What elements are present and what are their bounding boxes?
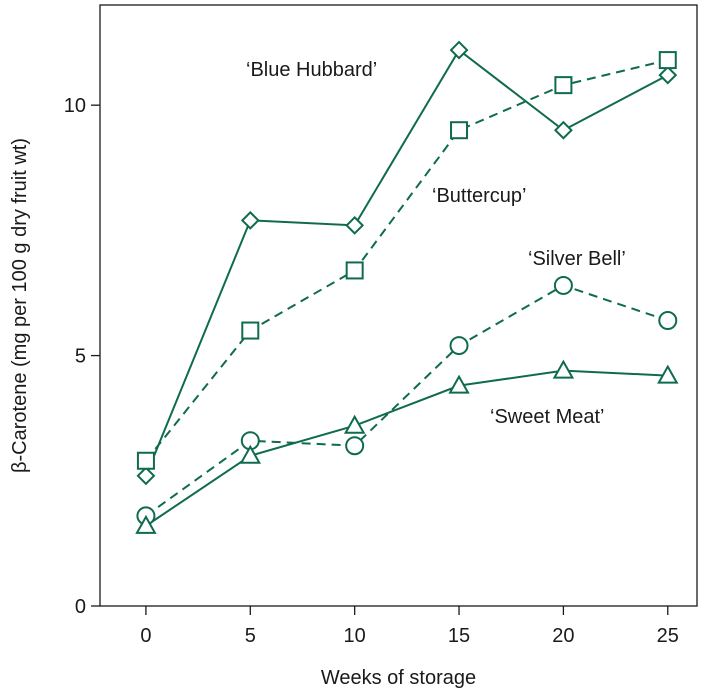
data-point-circle [553,275,573,295]
series-label-square: ‘Buttercup’ [432,185,527,207]
series-line-triangle [145,369,668,527]
data-point-diamond [658,65,678,85]
axis-ticks: 0 5 10 15 20 25 0 5 10 [64,95,679,647]
data-point-diamond [449,40,469,60]
x-tick-label: 15 [448,625,470,647]
y-tick-label: 0 [75,596,86,618]
data-point-diamond [345,215,365,235]
data-point-triangle [552,359,575,379]
data-point-triangle [448,374,470,394]
data-point-triangle [343,414,366,434]
series-line-square [145,59,669,462]
data-point-square [345,261,364,280]
data-point-diamond [553,120,573,140]
series-labels: ‘Blue Hubbard’ ‘Buttercup’ ‘Silver Bell’ ‘S… [246,59,626,428]
plot-frame [99,4,698,607]
x-tick-label: 25 [657,625,679,647]
data-point-circle [658,311,678,331]
series-line-circle [145,284,669,517]
series-label-triangle: ‘Sweet Meat’ [490,406,605,428]
x-tick-label: 20 [552,625,574,647]
series-lines [144,48,669,527]
data-point-diamond [240,210,260,230]
series-markers [135,40,679,534]
y-axis-title: β-Carotene (mg per 100 g dry fruit wt) [9,138,31,473]
data-point-diamond [136,466,156,486]
x-tick-label: 5 [245,625,256,647]
data-point-triangle [135,514,157,534]
series-line-diamond [144,48,669,477]
data-point-square [554,76,573,95]
x-axis-title: Weeks of storage [321,667,476,689]
y-tick-label: 10 [64,95,86,117]
data-point-square [136,451,155,470]
x-tick-label: 0 [140,625,151,647]
data-point-square [450,121,469,140]
data-point-triangle [239,444,262,464]
series-label-diamond: ‘Blue Hubbard’ [246,59,377,81]
data-point-circle [449,336,469,356]
y-tick-label: 5 [75,346,86,368]
data-point-circle [345,436,365,456]
series-label-circle: ‘Silver Bell’ [528,248,626,270]
data-point-triangle [657,364,679,384]
data-point-square [658,51,677,70]
data-point-square [241,321,260,340]
x-tick-label: 10 [344,625,366,647]
